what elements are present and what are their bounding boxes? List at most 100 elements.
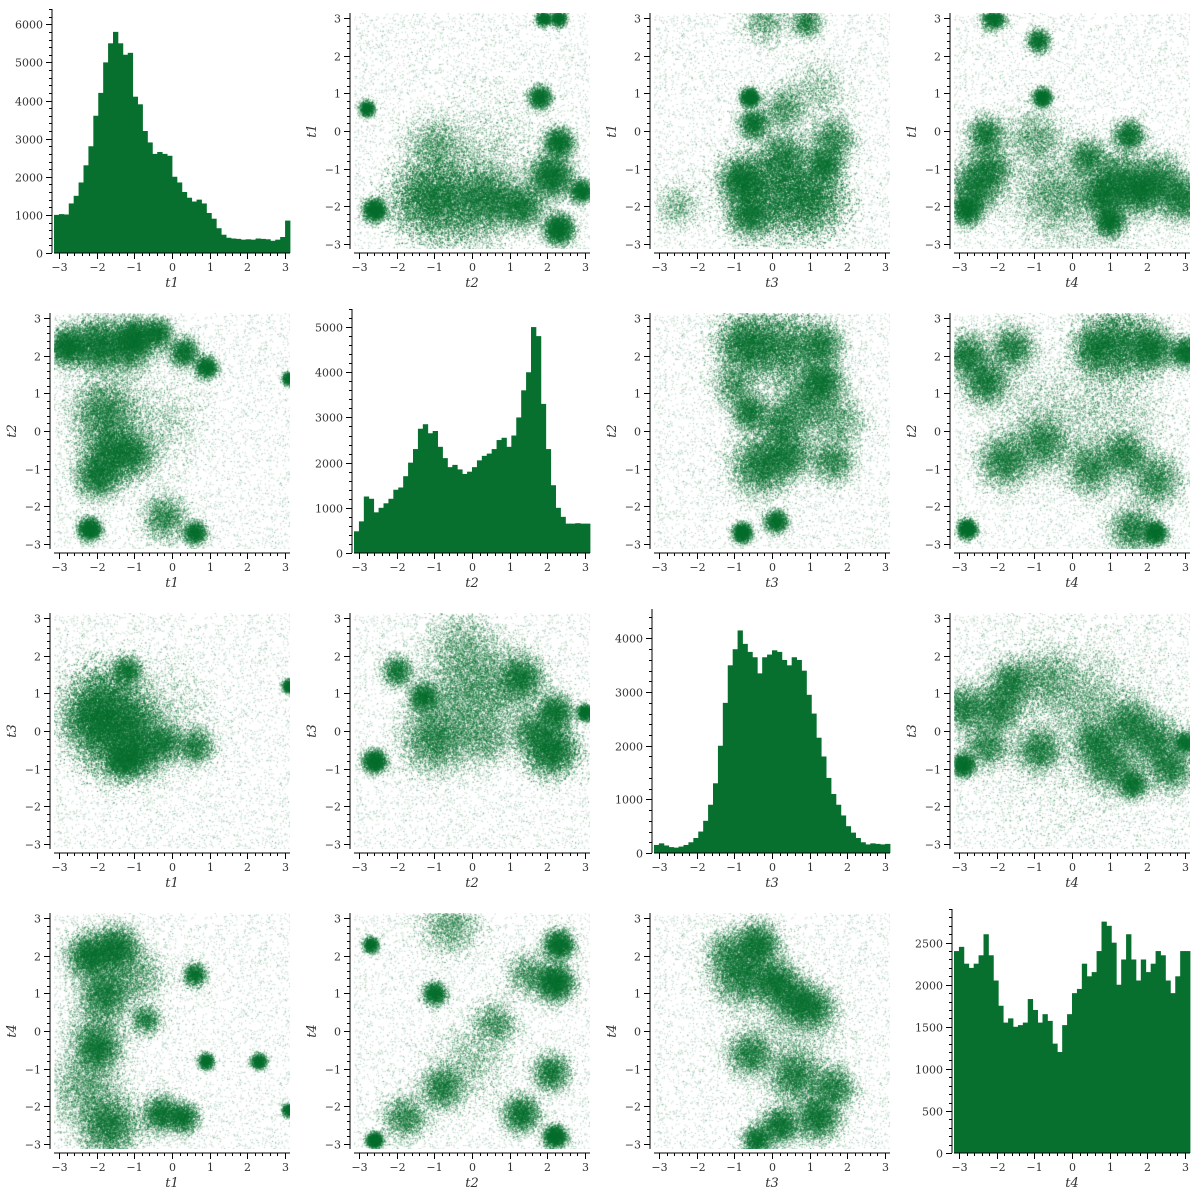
histogram-bar xyxy=(870,843,876,853)
x-tick-label: 1 xyxy=(507,561,514,574)
scatter-points xyxy=(954,313,1190,549)
x-tick-label: 3 xyxy=(1182,561,1189,574)
y-tick-label: 3000 xyxy=(615,687,643,700)
x-tick-label: −2 xyxy=(89,261,105,274)
y-tick-label: 0 xyxy=(934,726,941,739)
histogram-bar xyxy=(752,657,758,853)
histogram-bar xyxy=(860,842,866,853)
y-tick-label: 3 xyxy=(34,313,41,326)
y-tick-label: 1000 xyxy=(315,503,343,516)
histogram-bar xyxy=(186,197,193,253)
panel-t4-vs-t1: −3 −2 −1 0 1 2 3 t1 −3 −2 −1 0 1 2 3 t4 xyxy=(905,13,1190,291)
y-tick-label: 0 xyxy=(34,426,41,439)
y-tick-label: 0 xyxy=(336,548,343,561)
panel-t2-vs-t4: −3 −2 −1 0 1 2 3 t4 −3 −2 −1 0 1 2 3 t2 xyxy=(305,913,590,1191)
histogram-bar xyxy=(481,455,488,553)
y-tick-label: −3 xyxy=(25,839,41,852)
histogram-bar xyxy=(776,651,783,853)
y-tick-label: 3 xyxy=(934,313,941,326)
histogram-bar xyxy=(78,182,84,253)
histogram-bar xyxy=(713,783,719,853)
histogram-bar xyxy=(231,238,237,253)
histogram-bar xyxy=(270,240,276,253)
x-tick-label: −3 xyxy=(651,561,667,574)
histogram-bar xyxy=(796,659,802,853)
histogram-bar xyxy=(855,837,861,853)
y-axis-label: t3 xyxy=(905,724,920,738)
histogram-bar xyxy=(255,238,261,253)
x-tick-label: −2 xyxy=(389,861,405,874)
x-tick-label: −3 xyxy=(951,861,967,874)
y-tick-label: −2 xyxy=(925,801,941,814)
x-tick-label: 2 xyxy=(1144,561,1151,574)
histogram-bar xyxy=(786,665,793,853)
y-tick-label: −1 xyxy=(25,464,41,477)
histogram-bar xyxy=(550,485,556,553)
histogram-bar xyxy=(1022,1022,1029,1153)
x-tick-label: 0 xyxy=(469,561,476,574)
y-axis-label: t4 xyxy=(605,1024,620,1038)
x-tick-label: 2 xyxy=(544,861,551,874)
y-tick-label: −2 xyxy=(25,801,41,814)
histogram-bar xyxy=(1165,980,1171,1153)
histogram-bar xyxy=(1155,951,1161,1153)
x-tick-label: −1 xyxy=(426,1161,442,1174)
y-tick-label: 1 xyxy=(634,88,641,101)
y-tick-label: 3000 xyxy=(15,134,43,147)
histogram-bar xyxy=(816,737,822,853)
x-tick-label: 3 xyxy=(882,1161,889,1174)
x-tick-label: −3 xyxy=(651,1161,667,1174)
histogram-bar xyxy=(172,176,178,253)
histogram-bar xyxy=(417,428,424,553)
x-tick-label: 3 xyxy=(1182,861,1189,874)
histogram-bar xyxy=(398,487,404,553)
y-tick-label: −2 xyxy=(925,201,941,214)
y-tick-label: 1 xyxy=(934,88,941,101)
x-tick-label: 0 xyxy=(769,561,776,574)
histogram-bar xyxy=(747,651,753,853)
y-tick-label: 0 xyxy=(334,726,341,739)
x-tick-label: −2 xyxy=(389,561,405,574)
x-tick-label: −1 xyxy=(126,561,142,574)
histogram-bar xyxy=(535,336,542,553)
histogram-bar xyxy=(708,804,714,853)
histogram-bar xyxy=(176,182,183,253)
x-tick-label: −3 xyxy=(351,861,367,874)
panel-t1-vs-t4: −3 −2 −1 0 1 2 3 t4 −3 −2 −1 0 1 2 3 t1 xyxy=(5,913,290,1191)
x-tick-label: −2 xyxy=(389,261,405,274)
x-tick-label: 1 xyxy=(507,261,514,274)
histogram-bar xyxy=(845,826,852,853)
x-tick-label: 1 xyxy=(507,861,514,874)
histogram-bar xyxy=(1096,951,1102,1153)
x-tick-label: 0 xyxy=(469,1161,476,1174)
y-tick-label: 2000 xyxy=(915,980,943,993)
x-tick-label: −1 xyxy=(726,561,742,574)
histogram-bar xyxy=(452,464,458,553)
y-tick-label: 2 xyxy=(34,351,41,364)
x-tick-label: 2 xyxy=(844,861,851,874)
histogram-bar xyxy=(1027,999,1034,1153)
histogram-bar xyxy=(363,496,370,553)
histogram-bar xyxy=(393,489,399,553)
histogram-bar xyxy=(673,847,679,853)
y-tick-label: 1000 xyxy=(615,794,643,807)
y-axis-label: t2 xyxy=(905,424,920,438)
x-tick-label: −3 xyxy=(351,561,367,574)
histogram-bar xyxy=(698,831,704,853)
histogram-bar xyxy=(432,431,438,553)
y-tick-label: 5000 xyxy=(15,57,43,70)
histogram-bar xyxy=(1175,976,1181,1153)
histogram-bar xyxy=(826,777,832,853)
histogram-bar xyxy=(250,239,256,253)
histogram-bar xyxy=(983,934,989,1153)
histogram-bar xyxy=(467,471,473,553)
y-tick-label: 2 xyxy=(334,651,341,664)
histogram-bar xyxy=(565,523,571,553)
y-tick-label: 1 xyxy=(634,388,641,401)
histogram-bar xyxy=(806,694,812,853)
y-tick-label: 0 xyxy=(936,1148,943,1161)
x-tick-label: −3 xyxy=(651,861,667,874)
histogram-bar xyxy=(63,214,70,253)
histogram-bar xyxy=(742,643,748,853)
y-tick-label: 2 xyxy=(934,51,941,64)
